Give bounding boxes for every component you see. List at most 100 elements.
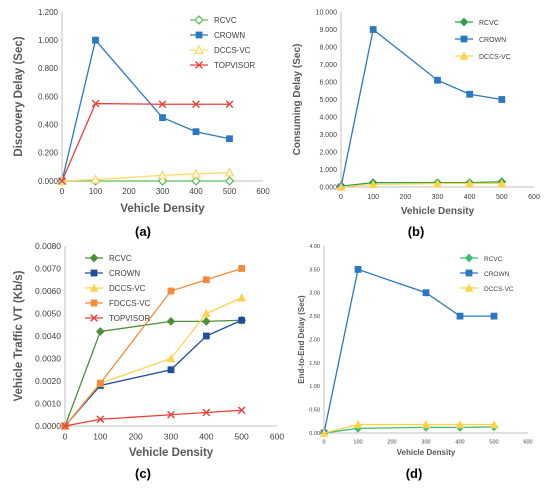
y-tick-label: 4.000 xyxy=(319,114,337,121)
y-tick-label: 0.0060 xyxy=(35,286,61,296)
data-point xyxy=(159,114,166,122)
series-fdccs-vc xyxy=(61,265,246,430)
legend-marker xyxy=(460,35,468,43)
y-tick-label: 2.000 xyxy=(319,149,337,156)
legend-label: DCCS-VC xyxy=(484,286,514,293)
y-tick-label: 0.0040 xyxy=(35,331,61,341)
data-point xyxy=(336,182,346,191)
series-line xyxy=(61,171,230,182)
data-point xyxy=(166,317,176,326)
data-point xyxy=(433,178,442,188)
data-point xyxy=(191,168,201,179)
x-tick-label: 500 xyxy=(235,432,249,442)
legend-label: DCCS-VC xyxy=(109,284,146,293)
x-tick-label: 500 xyxy=(223,187,237,196)
y-tick-label: 0.0030 xyxy=(35,353,61,363)
legend-label: CROWN xyxy=(109,269,140,278)
legend-marker xyxy=(90,314,98,322)
data-point xyxy=(167,366,175,374)
data-point xyxy=(91,99,100,108)
chart-panel-1: 0.000 0.200 0.400 0.600 0.800 1.000 1.200 0 100 2… xyxy=(13,8,270,239)
legend: RCVC CROWN DCCS-VC FDCCS-VC TOPVISOR xyxy=(85,253,151,323)
data-point xyxy=(421,420,431,429)
panel-label: (d) xyxy=(406,466,423,481)
legend-label: RCVC xyxy=(214,16,237,25)
y-tick-label: 2.50 xyxy=(309,314,320,320)
data-point xyxy=(96,379,104,387)
y-tick-label: 0.0070 xyxy=(35,263,61,273)
legend-label: RCVC xyxy=(479,20,499,27)
x-axis-title: Vehicle Density xyxy=(401,206,475,217)
legend: RCVC CROWN DCCS-VC TOPVISOR xyxy=(190,15,255,70)
x-tick-label: 200 xyxy=(129,432,143,442)
series-dccs-vc xyxy=(319,420,499,437)
y-tick-label: 5.000 xyxy=(319,97,337,104)
y-tick-label: 0.200 xyxy=(38,149,59,158)
x-tick-label: 200 xyxy=(387,440,396,446)
data-point xyxy=(489,420,499,429)
legend: RCVC CROWN DCCS-VC xyxy=(460,253,514,293)
series-crown xyxy=(58,36,233,185)
series-line xyxy=(340,28,502,188)
panel-label: (c) xyxy=(135,466,151,481)
legend-marker xyxy=(89,283,99,292)
x-tick-label: 100 xyxy=(353,440,362,446)
y-tick-label: 3.000 xyxy=(319,132,337,139)
y-tick-label: 4.00 xyxy=(309,244,320,250)
y-tick-label: 8.000 xyxy=(319,44,337,51)
data-point xyxy=(96,415,105,424)
x-tick-label: 300 xyxy=(156,187,170,196)
series-dccs-vc xyxy=(57,167,235,186)
x-tick-label: 0 xyxy=(322,440,325,446)
y-tick-label: 0.400 xyxy=(38,120,59,129)
data-point xyxy=(192,100,200,109)
y-tick-label: 1.00 xyxy=(309,384,320,390)
y-tick-label: 0.0050 xyxy=(35,308,61,318)
series-dccs-vc xyxy=(336,178,507,191)
data-point xyxy=(226,135,233,143)
legend-label: TOPVISOR xyxy=(214,61,255,70)
series-line xyxy=(61,38,230,182)
x-tick-label: 300 xyxy=(421,440,430,446)
x-tick-label: 200 xyxy=(122,187,136,196)
x-tick-label: 600 xyxy=(528,194,540,201)
legend-marker xyxy=(465,269,473,277)
legend-marker xyxy=(459,17,469,27)
data-point xyxy=(434,76,441,84)
x-tick-label: 0 xyxy=(63,432,68,442)
data-point xyxy=(202,317,211,326)
data-point xyxy=(490,312,498,320)
data-point xyxy=(369,26,377,33)
legend-label: RCVC xyxy=(109,254,132,263)
panel-label: (b) xyxy=(408,224,425,239)
x-tick-label: 300 xyxy=(164,432,178,442)
data-point xyxy=(61,422,69,430)
legend-marker xyxy=(464,283,474,292)
legend-marker xyxy=(459,51,469,60)
series-line xyxy=(323,426,495,434)
y-tick-label: 0.0080 xyxy=(35,241,61,251)
data-point xyxy=(466,90,474,98)
series-line xyxy=(323,268,494,434)
legend: RCVC CROWN DCCS-VC xyxy=(455,17,511,61)
y-tick-label: 0.0010 xyxy=(35,398,61,408)
legend-label: CROWN xyxy=(484,271,510,278)
panel-label: (a) xyxy=(135,224,151,239)
series-crown xyxy=(61,316,246,430)
data-point xyxy=(319,428,329,437)
legend-label: FDCCS-VC xyxy=(109,299,151,308)
series-line xyxy=(64,297,242,427)
x-tick-label: 500 xyxy=(489,440,498,446)
x-axis-title: Vehicle Density xyxy=(120,203,205,215)
x-tick-label: 200 xyxy=(399,194,411,201)
legend-marker xyxy=(464,253,474,263)
x-tick-label: 400 xyxy=(189,187,203,196)
data-point xyxy=(498,96,506,103)
x-tick-label: 0 xyxy=(60,187,65,196)
data-point xyxy=(354,265,362,273)
x-tick-label: 100 xyxy=(93,432,107,442)
legend-marker xyxy=(194,15,204,25)
y-tick-label: 2.00 xyxy=(309,337,320,343)
y-tick-label: 10.000 xyxy=(316,9,338,16)
